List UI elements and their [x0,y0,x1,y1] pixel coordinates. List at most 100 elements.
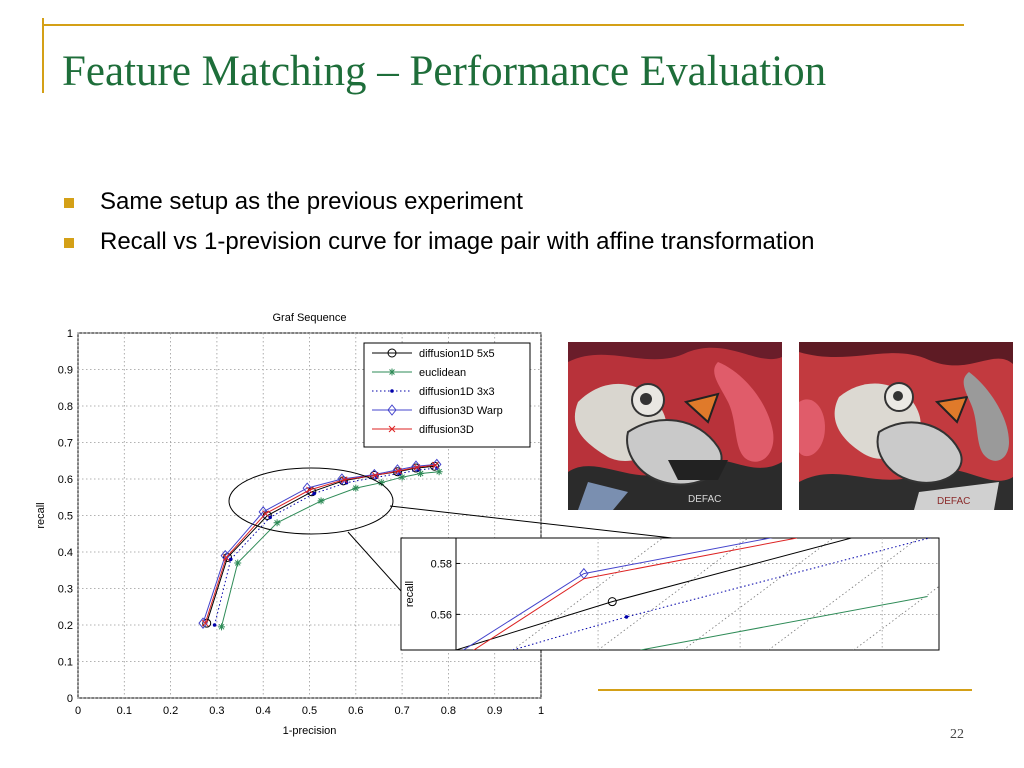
legend-label: diffusion1D 5x5 [419,348,495,360]
title-frame-horizontal [42,24,964,26]
slide-title: Feature Matching – Performance Evaluatio… [62,48,827,95]
y-tick-label: 0.4 [58,547,73,559]
inset-frame [400,537,940,651]
data-point [387,404,397,416]
y-axis-label: recall [35,502,47,528]
inset-plot-area [456,521,941,650]
data-point [411,460,421,473]
x-tick-label: 0 [75,705,81,717]
data-point [607,597,617,607]
data-point [398,473,406,481]
zoom-connector-line [389,505,673,539]
inset-grid-line [512,538,664,650]
data-point [218,623,226,631]
data-point [895,521,903,529]
x-tick-label: 1 [538,705,544,717]
inset-series-line [472,538,797,650]
x-tick-label: 0.2 [163,705,178,717]
x-tick-label: 0.9 [487,705,502,717]
inset-y-axis-label: recall [404,581,416,607]
legend-label: diffusion3D [419,424,474,436]
data-point [432,461,439,469]
data-point [212,623,217,627]
inset-series-line [462,538,773,650]
zoom-region-ellipse [228,467,394,535]
y-tick-label: 0.5 [58,511,73,523]
data-point [201,619,209,627]
data-point [371,471,379,479]
x-tick-label: 0.1 [117,705,132,717]
page-number: 22 [950,727,964,742]
chart-title: Graf Sequence [273,312,347,324]
bullet-text: Recall vs 1-prevision curve for image pa… [100,228,815,255]
x-tick-label: 0.8 [441,705,456,717]
data-point [413,463,421,471]
x-tick-label: 0.5 [302,705,317,717]
data-point [392,464,403,476]
y-tick-label: 0.3 [58,584,73,596]
y-tick-label: 0.2 [58,620,73,632]
x-tick-label: 0.4 [256,705,271,717]
graffiti-photo-warped-icon: DEFAC [799,342,1013,510]
y-tick-label: 1 [67,328,73,340]
data-point [417,470,425,478]
bullet-square-icon [64,198,74,208]
inset-series-line [456,538,854,650]
data-point [340,476,348,484]
data-point [377,479,385,487]
legend-label: diffusion3D Warp [419,405,503,417]
data-point [432,458,442,471]
zoom-connector-line [347,531,402,592]
data-point [228,557,233,562]
zoom-inset-chart: 0.56 0.58 recall [400,521,941,651]
y-tick-label: 0.6 [58,474,73,486]
data-point [387,348,397,358]
data-point [234,559,242,567]
data-point [435,468,443,476]
series-line [202,463,437,624]
legend-label: diffusion1D 3x3 [419,386,495,398]
bullet-item: Same setup as the previous experiment [62,186,862,218]
y-tick-label: 0 [67,693,73,705]
inset-grid-line [683,538,834,650]
data-point [312,491,316,496]
inset-grid-line [938,649,939,650]
data-point [352,484,360,492]
bullet-item: Recall vs 1-prevision curve for image pa… [62,226,862,258]
bullet-list: Same setup as the previous experiment Re… [62,186,862,266]
data-point [624,615,629,619]
footer-rule [598,689,972,691]
recall-precision-figure: 0 0.1 0.2 0.3 0.4 0.5 0.6 0.7 0.8 0.9 1 0 0.1 0.2 0.3 0… [35,312,941,737]
inset-grid-line [597,538,749,650]
main-chart: 0 0.1 0.2 0.3 0.4 0.5 0.6 0.7 0.8 0.9 1 0 0.1 0.2 0.3 0… [35,312,673,737]
data-point [222,554,230,561]
chart-legend: diffusion1D 5x5 euclidean diffusion1D 3x3 d… [363,342,531,448]
data-point [395,467,402,475]
data-point [317,497,325,505]
y-tick-label: 0.1 [58,657,73,669]
inset-series-line [640,596,928,650]
data-point [302,482,312,494]
data-point [388,425,396,433]
x-axis-label: 1-precision [283,725,337,737]
data-point [273,519,281,527]
svg-text:DEFAC: DEFAC [937,496,970,507]
data-point [306,486,313,494]
x-tick-label: 0.6 [348,705,363,717]
data-point [268,515,272,520]
bullet-text: Same setup as the previous experiment [100,188,523,215]
x-tick-label: 0.3 [209,705,224,717]
data-point [390,389,394,393]
graffiti-photo-icon: DEFAC [568,342,782,510]
x-tick-label: 0.7 [394,705,409,717]
y-tick-label: 0.7 [58,438,73,450]
data-point [262,510,269,518]
bullet-square-icon [64,238,74,248]
title-frame-vertical [42,18,44,93]
data-point [337,473,347,485]
inset-y-tick-label: 0.56 [431,609,452,621]
data-point [937,534,941,538]
y-tick-label: 0.8 [58,401,73,413]
data-point [388,368,396,376]
inset-y-tick-label: 0.58 [431,558,452,570]
